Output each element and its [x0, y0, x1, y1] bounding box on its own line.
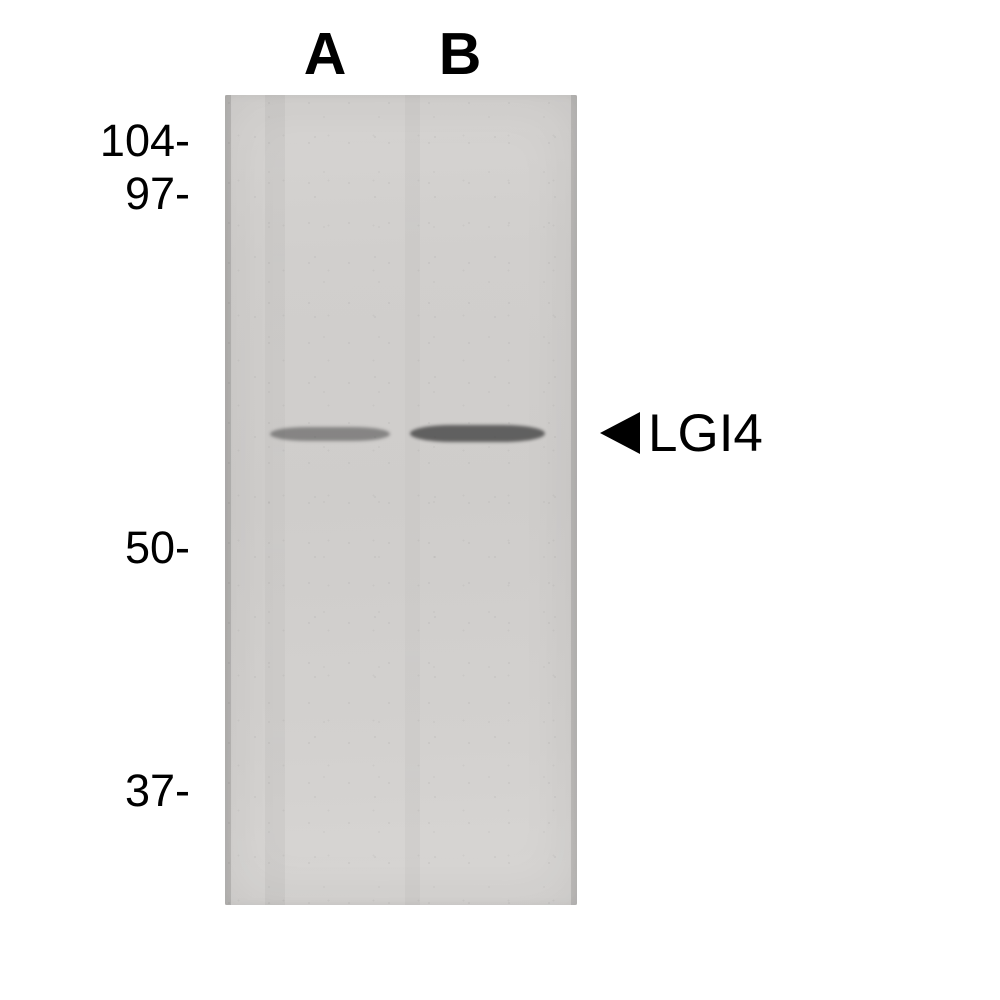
marker-37: 37- [60, 765, 190, 817]
band-lgi4-lane-a [270, 427, 390, 441]
blot-membrane [225, 95, 577, 905]
lane-label-b: B [430, 20, 490, 88]
marker-50: 50- [60, 522, 190, 574]
lgi4-label: LGI4 [648, 403, 763, 464]
marker-97: 97- [60, 168, 190, 220]
figure-canvas: A B 104- 97- 50- 37- LGI4 [0, 0, 1000, 1000]
blot-smudge [265, 95, 285, 905]
marker-104: 104- [40, 115, 190, 167]
lgi4-pointer-triangle-icon [600, 412, 640, 454]
blot-edge-left [225, 95, 231, 905]
blot-smudge-2 [405, 95, 420, 905]
lgi4-label-text: LGI4 [648, 403, 763, 464]
band-lgi4-lane-b [410, 425, 545, 442]
lane-label-a: A [295, 20, 355, 88]
blot-edge-right [571, 95, 577, 905]
